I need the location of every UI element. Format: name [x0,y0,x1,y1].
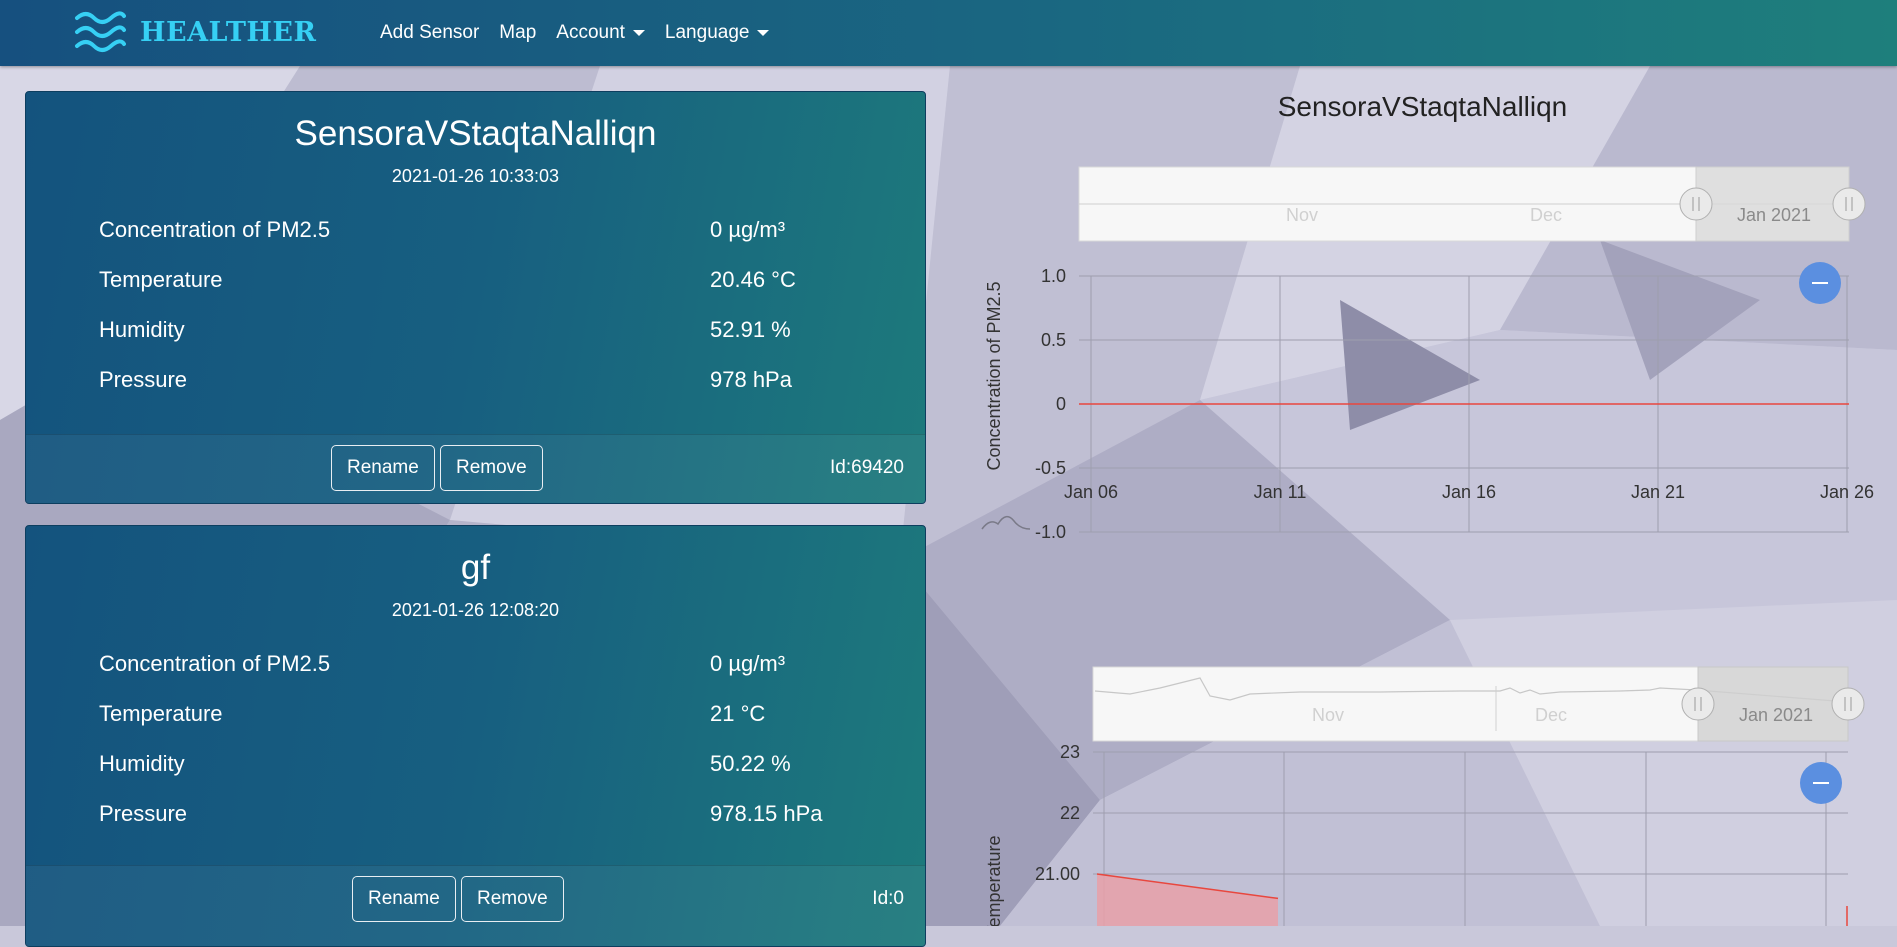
reading-row-pressure: Pressure 978.15 hPa [26,793,925,843]
y-axis-ticks: 23 22 21.00 [1035,742,1080,884]
reading-value: 21 °C [710,701,765,727]
navigator-selection[interactable] [1696,167,1849,241]
sensor-card: gf 2021-01-26 12:08:20 Concentration of … [25,525,926,947]
brand-name: HEALTHER [140,17,316,48]
navigator-label: Nov [1286,205,1318,225]
reading-value: 20.46 °C [710,267,796,293]
series-area [1097,874,1278,926]
x-tick-label: Jan 06 [1064,482,1118,502]
y-tick-label: -0.5 [1035,458,1066,478]
chevron-down-icon [757,30,769,36]
sensor-card-footer: Rename Remove Id:69420 [26,434,925,503]
navigator-handle-left[interactable] [1682,688,1714,720]
reading-value: 52.91 % [710,317,791,343]
nav-account-label: Account [556,22,625,43]
reading-value: 50.22 % [710,751,791,777]
pm25-chart: Nov Dec Jan 2021 1.0 0.5 0 -0.5 -1.0 Jan… [960,166,1897,606]
reading-label: Temperature [99,701,223,727]
temperature-chart: Nov Dec Jan 2021 23 22 21.00 Temperature [960,666,1897,926]
reading-row-temperature: Temperature 20.46 °C [26,259,925,309]
navigator-handle-right[interactable] [1833,188,1865,220]
x-axis-ticks: Jan 06 Jan 11 Jan 16 Jan 21 Jan 26 [1064,482,1874,502]
remove-button[interactable]: Remove [461,876,564,922]
x-tick-label: Jan 11 [1254,482,1307,502]
sensor-timestamp: 2021-01-26 12:08:20 [26,600,925,621]
y-axis-label: Concentration of PM2.5 [984,281,1004,470]
reading-label: Humidity [99,751,185,777]
nav-account-dropdown[interactable]: Account [556,22,645,44]
y-tick-label: 0 [1056,394,1066,414]
nav-language-label: Language [665,22,750,43]
nav-language-dropdown[interactable]: Language [665,22,770,44]
chart-panel: SensoraVStaqtaNalliqn Nov Dec Jan 2021 1… [960,66,1897,926]
y-tick-label: 23 [1060,742,1080,762]
reading-label: Humidity [99,317,185,343]
nav-add-sensor[interactable]: Add Sensor [380,22,479,44]
sensor-readings: Concentration of PM2.5 0 µg/m³ Temperatu… [26,643,925,843]
navigator-label: Nov [1312,705,1344,725]
reading-row-pm25: Concentration of PM2.5 0 µg/m³ [26,643,925,693]
zoom-out-button[interactable] [1799,262,1841,304]
y-tick-label: 21.00 [1035,864,1080,884]
y-tick-label: -1.0 [1035,522,1066,542]
reading-row-humidity: Humidity 52.91 % [26,309,925,359]
sensor-id: Id:69420 [830,457,904,479]
reading-value: 978.15 hPa [710,801,823,827]
y-tick-label: 0.5 [1041,330,1066,350]
reading-row-temperature: Temperature 21 °C [26,693,925,743]
sensor-card: SensoraVStaqtaNalliqn 2021-01-26 10:33:0… [25,91,926,504]
rename-button[interactable]: Rename [352,876,456,922]
navigator-label: Dec [1530,205,1562,225]
reading-label: Concentration of PM2.5 [99,217,330,243]
reading-row-humidity: Humidity 50.22 % [26,743,925,793]
x-tick-label: Jan 21 [1631,482,1685,502]
nav-links: Add Sensor Map Account Language [380,0,789,66]
nav-map[interactable]: Map [499,22,536,44]
sensor-id: Id:0 [872,888,904,910]
reading-row-pm25: Concentration of PM2.5 0 µg/m³ [26,209,925,259]
top-navbar: HEALTHER Add Sensor Map Account Language [0,0,1897,66]
zoom-out-button[interactable] [1800,762,1842,804]
y-axis-ticks: 1.0 0.5 0 -0.5 -1.0 [1035,266,1066,542]
navigator-label: Jan 2021 [1739,705,1813,725]
sensor-name: SensoraVStaqtaNalliqn [26,92,925,154]
reading-value: 978 hPa [710,367,792,393]
navigator-label: Dec [1535,705,1567,725]
reading-label: Pressure [99,367,187,393]
reading-label: Concentration of PM2.5 [99,651,330,677]
chevron-down-icon [633,30,645,36]
navigator-label: Jan 2021 [1737,205,1811,225]
x-tick-label: Jan 26 [1820,482,1874,502]
sensor-name: gf [26,526,925,588]
reading-value: 0 µg/m³ [710,651,785,677]
reading-label: Pressure [99,801,187,827]
reading-value: 0 µg/m³ [710,217,785,243]
rename-button[interactable]: Rename [331,445,435,491]
navigator-handle-left[interactable] [1680,188,1712,220]
navigator-selection[interactable] [1698,667,1848,741]
reading-row-pressure: Pressure 978 hPa [26,359,925,409]
chart-type-icon[interactable] [982,517,1030,529]
waves-icon [74,8,126,56]
sensor-card-footer: Rename Remove Id:0 [26,865,925,946]
sensor-timestamp: 2021-01-26 10:33:03 [26,166,925,187]
chart-title: SensoraVStaqtaNalliqn [960,91,1885,123]
x-tick-label: Jan 16 [1442,482,1496,502]
y-tick-label: 22 [1060,803,1080,823]
remove-button[interactable]: Remove [440,445,543,491]
y-axis-label: Temperature [984,835,1004,926]
reading-label: Temperature [99,267,223,293]
sensor-readings: Concentration of PM2.5 0 µg/m³ Temperatu… [26,209,925,409]
brand-logo[interactable]: HEALTHER [74,8,316,56]
y-tick-label: 1.0 [1041,266,1066,286]
navigator-handle-right[interactable] [1832,688,1864,720]
